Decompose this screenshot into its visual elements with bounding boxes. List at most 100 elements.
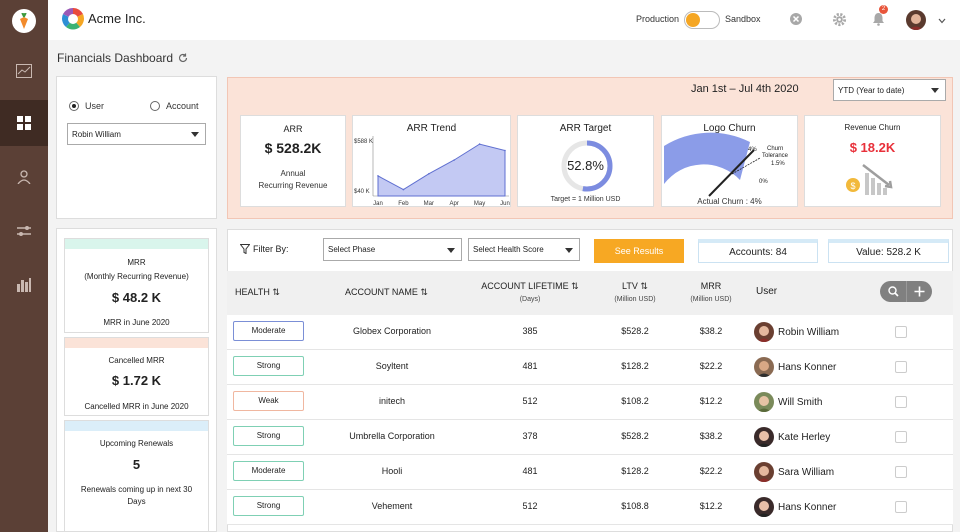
see-results-button[interactable]: See Results [594, 239, 684, 263]
renewals-title: Upcoming Renewals [65, 438, 208, 450]
mrr-cell: $38.2 [681, 326, 741, 336]
col-ltv-label: LTV [622, 281, 638, 291]
col-lifetime-label: ACCOUNT LIFETIME [481, 281, 568, 291]
close-circle-icon[interactable] [787, 10, 805, 28]
ltv-cell: $128.2 [605, 466, 665, 476]
mrr-title-2: (Monthly Recurring Revenue) [65, 271, 208, 283]
account-name-cell: Umbrella Corporation [327, 431, 457, 441]
mrr-cell: $12.2 [681, 501, 741, 511]
filter-by: Filter By: [240, 244, 289, 254]
y-tick-top: $588 K [354, 139, 373, 145]
row-checkbox[interactable] [895, 431, 907, 443]
user-cell: Will Smith [754, 392, 822, 412]
row-checkbox[interactable] [895, 326, 907, 338]
dashboard-nav-icon[interactable] [0, 100, 48, 146]
table-row[interactable]: Strong Umbrella Corporation 378 $528.2 $… [227, 420, 953, 455]
row-checkbox[interactable] [895, 396, 907, 408]
tolerance-label-2: Tolerance [762, 153, 789, 159]
table-row[interactable]: Weak initech 512 $108.2 $12.2 Will Smith [227, 385, 953, 420]
carrot-logo-icon[interactable] [12, 9, 36, 33]
col-account-name[interactable]: ACCOUNT NAME ⇅ [345, 286, 428, 298]
churn-gauge: 4% Churn Tolerance 1.5% 0% [662, 116, 799, 208]
sort-icon: ⇅ [272, 287, 280, 297]
user-account-panel: User Account Robin William [56, 76, 217, 219]
accounts-value: Value: 528.2 K [828, 239, 949, 263]
user-radio[interactable]: User [69, 101, 104, 111]
gear-icon[interactable] [830, 10, 848, 28]
col-health[interactable]: HEALTH ⇅ [235, 286, 280, 298]
caret-down-icon [447, 248, 455, 253]
user-avatar [754, 427, 774, 447]
account-radio[interactable]: Account [150, 101, 199, 111]
profile-avatar[interactable] [906, 10, 926, 30]
account-name-cell: Soyltent [327, 361, 457, 371]
col-lifetime-sub: (Days) [520, 296, 541, 303]
renewals-value: 5 [65, 457, 208, 472]
x-tick-label: Jan [373, 201, 383, 207]
environment-toggle[interactable] [684, 11, 720, 29]
user-select[interactable]: Robin William [67, 123, 206, 145]
arr-target-card: ARR Target 52.8% Target = 1 Million USD [517, 115, 654, 207]
user-select-value: Robin William [72, 130, 121, 139]
lifetime-cell: 512 [500, 501, 560, 511]
col-ltv[interactable]: LTV ⇅ (Million USD) [605, 280, 665, 306]
gauge-tick-low: 0% [759, 179, 768, 185]
row-checkbox[interactable] [895, 501, 907, 513]
phase-select-value: Select Phase [328, 245, 375, 254]
add-icon[interactable] [906, 281, 932, 302]
ltv-cell: $108.2 [605, 396, 665, 406]
phase-select[interactable]: Select Phase [323, 238, 462, 261]
account-name-cell: Globex Corporation [327, 326, 457, 336]
search-icon[interactable] [880, 281, 906, 302]
mrr-cell: $22.2 [681, 361, 741, 371]
x-tick-label: May [474, 201, 485, 207]
user-avatar [754, 357, 774, 377]
transfer-nav-icon[interactable] [0, 208, 48, 254]
caret-down-icon [931, 88, 939, 93]
col-account-label: ACCOUNT NAME [345, 287, 418, 297]
user-avatar [754, 392, 774, 412]
trend-area [378, 144, 505, 196]
reports-nav-icon[interactable] [0, 262, 48, 308]
row-checkbox[interactable] [895, 466, 907, 478]
ltv-cell: $128.2 [605, 361, 665, 371]
table-row[interactable]: Moderate Globex Corporation 385 $528.2 $… [227, 315, 953, 350]
health-pill: Strong [233, 426, 304, 446]
analytics-nav-icon[interactable] [0, 48, 48, 94]
trend-point [453, 159, 455, 161]
row-checkbox[interactable] [895, 361, 907, 373]
x-tick-label: Jun [500, 201, 510, 207]
period-select[interactable]: YTD (Year to date) [833, 79, 946, 101]
health-pill: Moderate [233, 461, 304, 481]
health-pill: Strong [233, 496, 304, 516]
table-row[interactable]: Strong Soyltent 481 $128.2 $22.2 Hans Ko… [227, 350, 953, 385]
trend-point [479, 143, 481, 145]
table-row[interactable]: Strong Vehement 512 $108.8 $12.2 Hans Ko… [227, 490, 953, 525]
table-tools [880, 281, 932, 302]
renewals-card: Upcoming Renewals 5 Renewals coming up i… [64, 420, 209, 532]
production-label: Production [636, 14, 679, 24]
table-row[interactable]: Moderate Hooli 481 $128.2 $22.2 Sara Wil… [227, 455, 953, 490]
svg-text:$: $ [850, 181, 855, 191]
sandbox-label: Sandbox [725, 14, 761, 24]
mrr-title-1: MRR [65, 257, 208, 269]
lifetime-cell: 378 [500, 431, 560, 441]
radio-dot [69, 101, 79, 111]
chevron-down-icon[interactable] [933, 12, 951, 30]
caret-down-icon [191, 132, 199, 137]
user-name: Hans Konner [778, 502, 836, 513]
period-select-value: YTD (Year to date) [838, 86, 904, 95]
mrr-cell: $22.2 [681, 466, 741, 476]
refresh-icon[interactable] [178, 53, 188, 63]
user-avatar [754, 462, 774, 482]
health-pill: Moderate [233, 321, 304, 341]
health-pill: Weak [233, 391, 304, 411]
user-avatar [754, 497, 774, 517]
lifetime-cell: 385 [500, 326, 560, 336]
user-cell: Kate Herley [754, 427, 830, 447]
health-score-select[interactable]: Select Health Score [468, 238, 580, 261]
users-nav-icon[interactable] [0, 154, 48, 200]
arr-caption-1: Annual [241, 169, 345, 178]
col-account-lifetime[interactable]: ACCOUNT LIFETIME ⇅ (Days) [470, 280, 590, 306]
arr-trend-card: ARR Trend $588 K $40 K Jan Feb Mar Apr May Ju… [352, 115, 511, 207]
